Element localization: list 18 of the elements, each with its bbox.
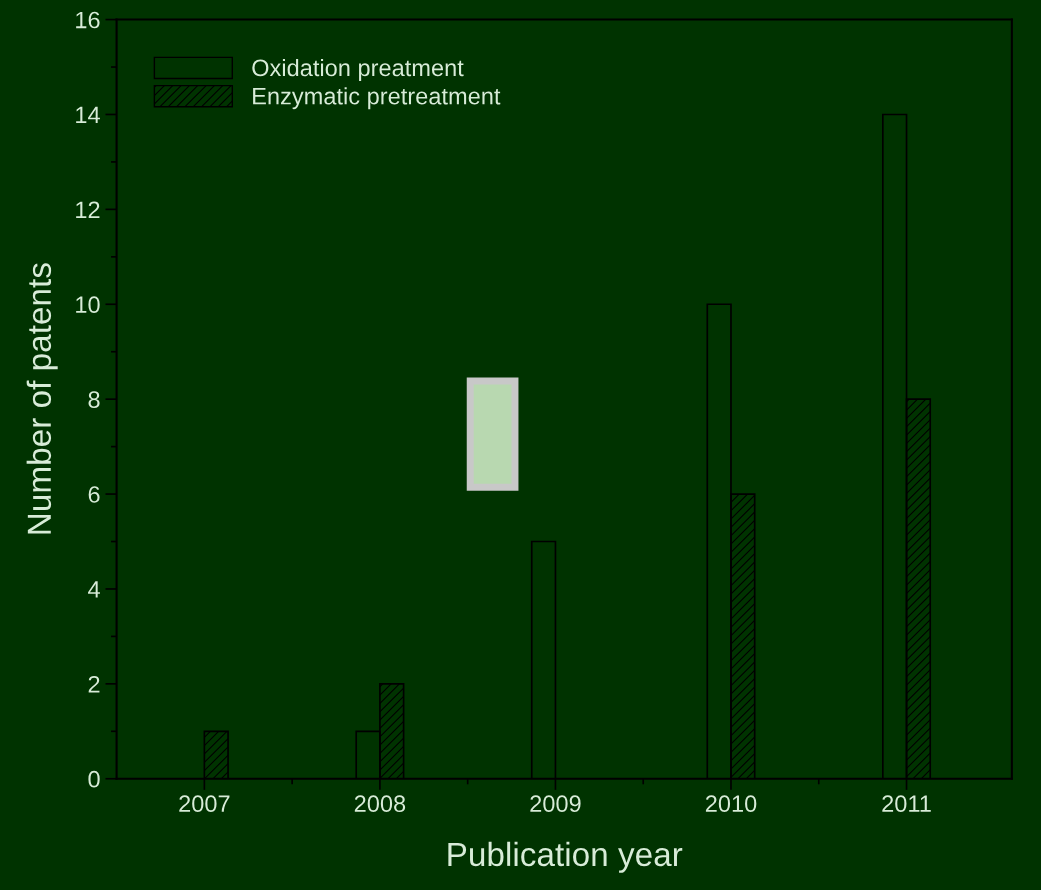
y-tick-label: 8 bbox=[88, 391, 100, 408]
legend-label: Oxidation preatment bbox=[252, 58, 464, 81]
y-tick-label: 12 bbox=[76, 201, 100, 218]
x-axis-title: Publication year bbox=[448, 841, 683, 873]
x-tick-label: 2007 bbox=[179, 795, 230, 813]
x-tick-label: 2009 bbox=[530, 795, 581, 813]
y-axis-title: Number of patents bbox=[26, 263, 58, 534]
y-tick-label: 10 bbox=[76, 296, 100, 314]
y-tick-label: 16 bbox=[76, 11, 100, 29]
legend-label: Enzymatic pretreatment bbox=[253, 87, 501, 110]
x-tick-label: 2010 bbox=[705, 795, 757, 813]
y-tick-label: 2 bbox=[88, 675, 100, 693]
x-tick-label: 2011 bbox=[882, 795, 931, 813]
x-tick-label: 2008 bbox=[354, 795, 406, 813]
y-tick-label: 4 bbox=[88, 581, 100, 598]
y-tick-label: 6 bbox=[88, 486, 100, 503]
y-tick-label: 14 bbox=[76, 106, 100, 124]
y-tick-label: 0 bbox=[88, 770, 100, 788]
